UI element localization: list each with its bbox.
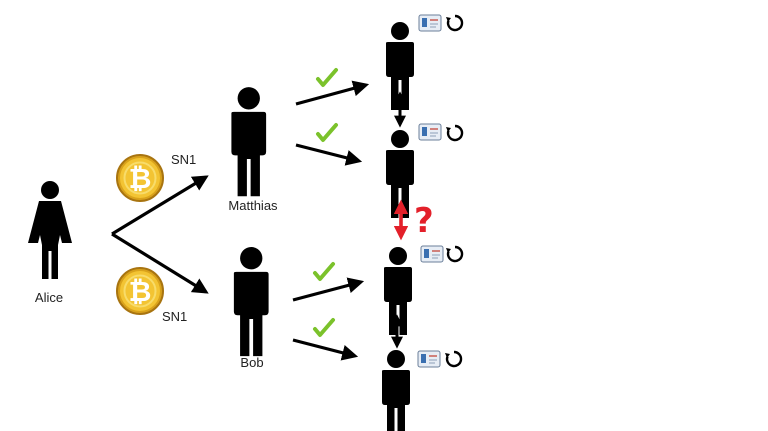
ledger-book-icon xyxy=(420,245,444,263)
alice-label: Alice xyxy=(35,290,63,305)
svg-text:₿: ₿ xyxy=(129,275,152,308)
arrow-matthias-to-node2 xyxy=(295,143,363,166)
network-node xyxy=(382,350,463,431)
bitcoin-coin-icon: ₿ xyxy=(116,154,164,202)
matthias-label: Matthias xyxy=(228,198,278,213)
ledger-book-icon xyxy=(417,350,441,368)
coin-serial-label: SN1 xyxy=(171,152,196,167)
bitcoin-coin-icon: ₿ xyxy=(116,267,164,315)
bob-figure xyxy=(233,247,269,357)
arrow-bob-to-node4 xyxy=(292,338,359,361)
arrow-alice-to-matthias xyxy=(111,175,209,236)
refresh-icon xyxy=(444,14,464,32)
arrow-bob-to-node3 xyxy=(292,277,365,302)
checkmark-icon xyxy=(316,68,338,87)
conflict-question-mark: ? xyxy=(414,201,434,241)
refresh-icon xyxy=(444,124,464,142)
checkmark-icon xyxy=(313,262,335,281)
matthias-figure xyxy=(231,87,267,197)
refresh-icon xyxy=(444,245,464,263)
checkmark-icon xyxy=(316,123,338,142)
arrow-alice-to-bob xyxy=(111,232,209,294)
checkmark-icon xyxy=(313,318,335,337)
alice-figure xyxy=(28,181,72,279)
svg-text:₿: ₿ xyxy=(129,162,152,195)
coin-serial-label: SN1 xyxy=(162,309,187,324)
arrow-matthias-to-node1 xyxy=(295,80,370,106)
network-node xyxy=(386,14,464,110)
refresh-icon xyxy=(443,350,463,368)
ledger-book-icon xyxy=(418,14,442,32)
ledger-book-icon xyxy=(418,123,442,141)
bob-label: Bob xyxy=(240,355,263,370)
